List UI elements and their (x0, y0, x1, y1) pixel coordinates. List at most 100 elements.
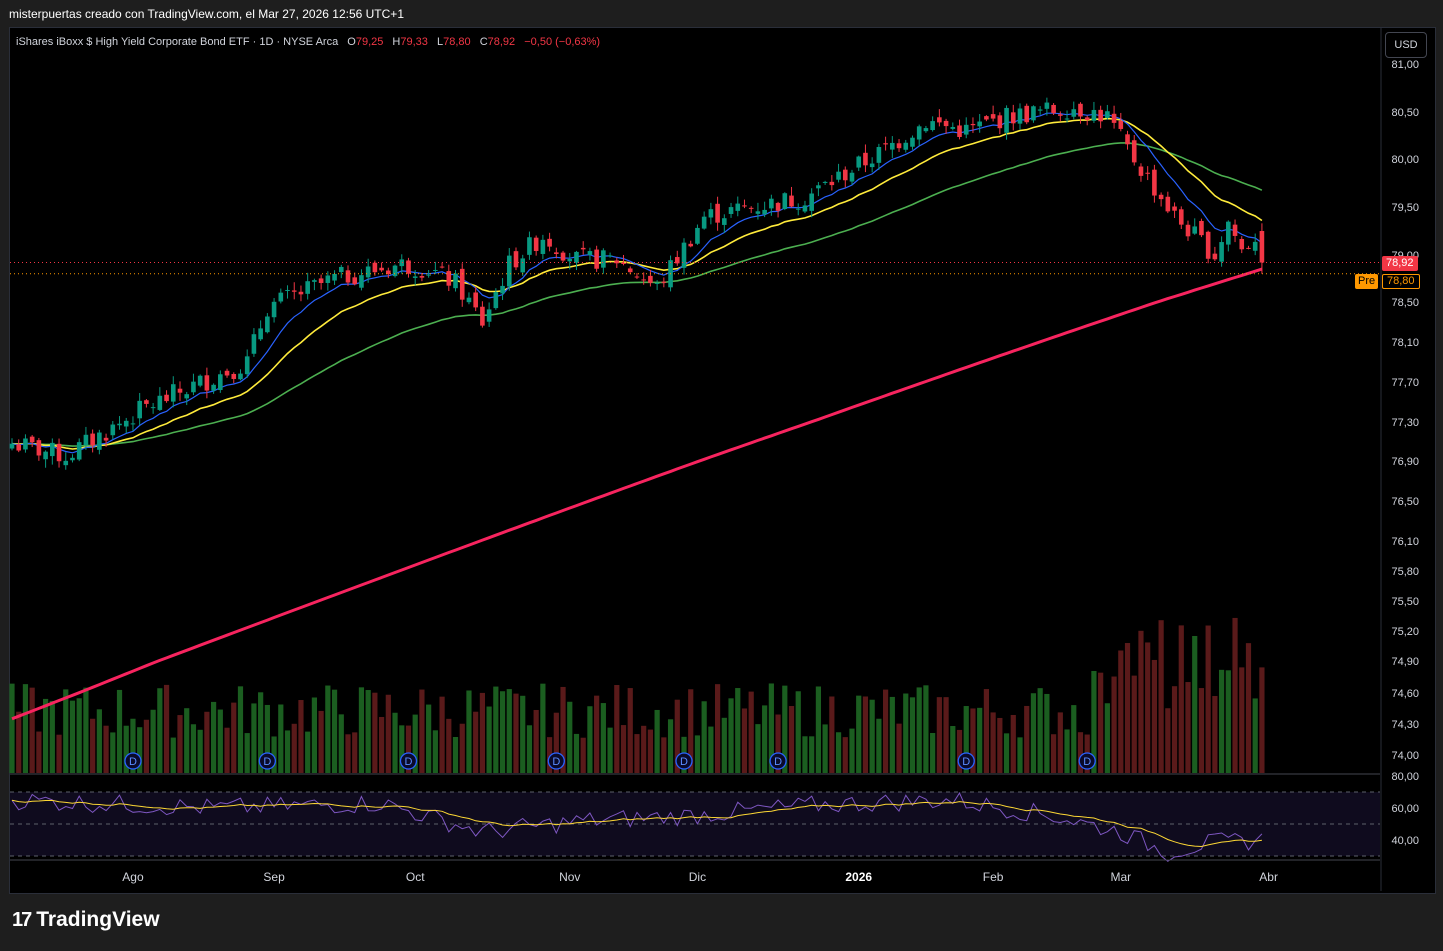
volume-bar (1212, 696, 1218, 773)
currency-button[interactable]: USD (1385, 32, 1427, 58)
volume-bar (842, 737, 848, 773)
candle-body (50, 442, 55, 457)
candle-body (1246, 247, 1251, 249)
dividend-marker (957, 752, 975, 770)
candle-body (453, 273, 458, 289)
volume-bar (237, 686, 244, 773)
candle-body (957, 125, 962, 137)
volume-bar (291, 723, 297, 773)
candle-body (1145, 172, 1150, 174)
volume-bar (788, 706, 795, 773)
candle-body (554, 252, 559, 254)
candle-body (856, 156, 862, 168)
volume-bar (325, 685, 331, 773)
candle-body (1004, 107, 1009, 133)
pre-market-label: Pre (1355, 274, 1379, 289)
volume-bar (392, 712, 398, 773)
volume-bar (63, 689, 69, 773)
volume-bar (163, 684, 170, 773)
volume-bar (1158, 620, 1164, 773)
volume-bar (56, 734, 62, 773)
chart-credit: misterpuertas creado con TradingView.com… (9, 7, 404, 21)
candle-body (520, 258, 526, 273)
candle-body (755, 211, 761, 214)
candle-body (681, 242, 687, 268)
candle-body (1219, 242, 1224, 262)
candle-body (950, 127, 956, 129)
volume-bar (849, 728, 855, 773)
candle-body (513, 251, 519, 268)
tradingview-logo[interactable]: 17 TradingView (12, 908, 160, 932)
candle-body (157, 395, 163, 410)
time-axis-label: Oct (406, 870, 425, 884)
volume-bar (916, 687, 922, 773)
price-axis-tick: 75,50 (1391, 596, 1419, 608)
candle-body (1051, 104, 1056, 114)
candle-body (795, 208, 801, 210)
candle-body (997, 115, 1003, 129)
candle-body (607, 255, 613, 257)
candle-body (365, 266, 371, 278)
volume-bar (896, 723, 902, 773)
dividend-marker-label: D (552, 756, 560, 768)
volume-bar (654, 709, 660, 773)
candle-body (338, 266, 344, 273)
volume-bar (36, 731, 42, 773)
volume-bar (997, 717, 1003, 773)
candle-body (742, 205, 747, 207)
candle-body (896, 143, 902, 149)
volume-bar (271, 736, 277, 773)
candle-body (842, 169, 848, 181)
volume-bar (224, 727, 230, 773)
candle-body (560, 252, 566, 261)
candle-body (641, 279, 646, 281)
rsi-band (10, 792, 1380, 856)
volume-bar (1151, 659, 1157, 773)
candle-body (56, 443, 62, 462)
dividend-marker-label: D (129, 756, 137, 768)
volume-bar (499, 691, 506, 773)
time-axis-label: Nov (559, 870, 580, 884)
tradingview-logo-icon: 17 (12, 908, 32, 931)
volume-bar (641, 725, 647, 773)
price-axis-tick: 77,30 (1391, 417, 1419, 429)
candle-body (977, 121, 982, 127)
candle-body (76, 442, 82, 460)
candle-body (1044, 102, 1050, 109)
candle-body (372, 262, 378, 273)
candle-body (1118, 120, 1124, 129)
volume-bar (264, 704, 270, 773)
time-axis-label: Mar (1110, 870, 1131, 884)
candle-body (211, 384, 216, 391)
candle-body (90, 433, 95, 446)
volume-bar (1098, 672, 1104, 773)
volume-bar (1077, 732, 1084, 773)
candle-body (298, 291, 304, 295)
volume-bar (204, 711, 210, 773)
volume-bar (1037, 688, 1043, 773)
volume-bar (379, 716, 385, 773)
dividend-marker-label: D (1083, 756, 1091, 768)
volume-bar (923, 685, 929, 773)
candle-body (876, 147, 882, 163)
candle-body (83, 434, 89, 446)
candle-body (789, 195, 794, 207)
volume-bar (1205, 625, 1211, 773)
volume-bar (936, 697, 942, 773)
candle-body (614, 260, 620, 264)
candle-body (869, 163, 875, 168)
candle-body (70, 457, 75, 461)
volume-bar (143, 719, 149, 773)
volume-bar (298, 700, 304, 773)
volume-bar (29, 687, 35, 773)
volume-bar (694, 735, 701, 773)
candle-body (648, 275, 653, 283)
candle-body (769, 198, 774, 209)
candle-body (150, 407, 156, 409)
volume-bar (110, 732, 116, 773)
candle-body (1010, 112, 1016, 124)
dividend-marker (547, 752, 565, 770)
candle-body (1152, 169, 1157, 196)
candle-body (204, 375, 210, 391)
